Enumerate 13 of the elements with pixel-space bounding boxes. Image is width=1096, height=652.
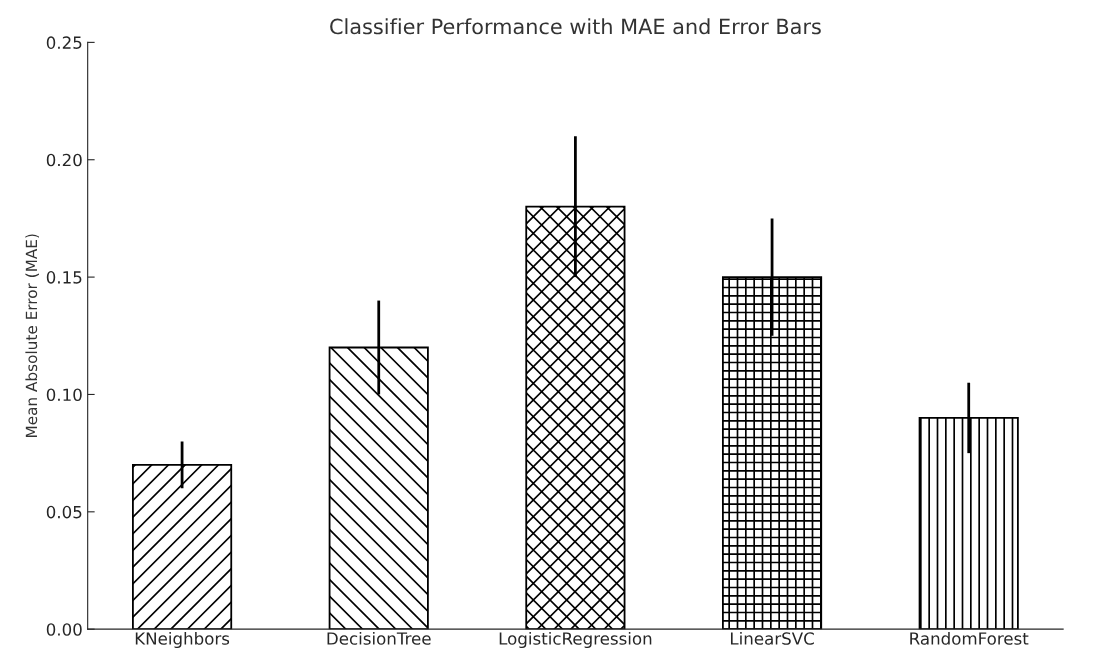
x-tick-label: LogisticRegression bbox=[499, 631, 652, 649]
y-tick-label: 0.25 bbox=[46, 36, 82, 49]
chart-title: Classifier Performance with MAE and Error Bars bbox=[330, 18, 821, 35]
y-tick-label: 0.00 bbox=[46, 623, 82, 636]
x-tick-label: RandomForest bbox=[910, 631, 1029, 645]
y-tick-label: 0.10 bbox=[46, 388, 82, 402]
y-tick-label: 0.15 bbox=[46, 271, 82, 284]
x-tick-label: LinearSVC bbox=[730, 631, 814, 645]
x-tick-label: DecisionTree bbox=[327, 631, 431, 645]
x-tick-label: KNeighbors bbox=[135, 631, 230, 649]
y-tick-label: 0.05 bbox=[46, 505, 82, 519]
y-tick-label: 0.20 bbox=[46, 153, 82, 167]
y-axis-title: Mean Absolute Error (MAE) bbox=[25, 234, 39, 437]
